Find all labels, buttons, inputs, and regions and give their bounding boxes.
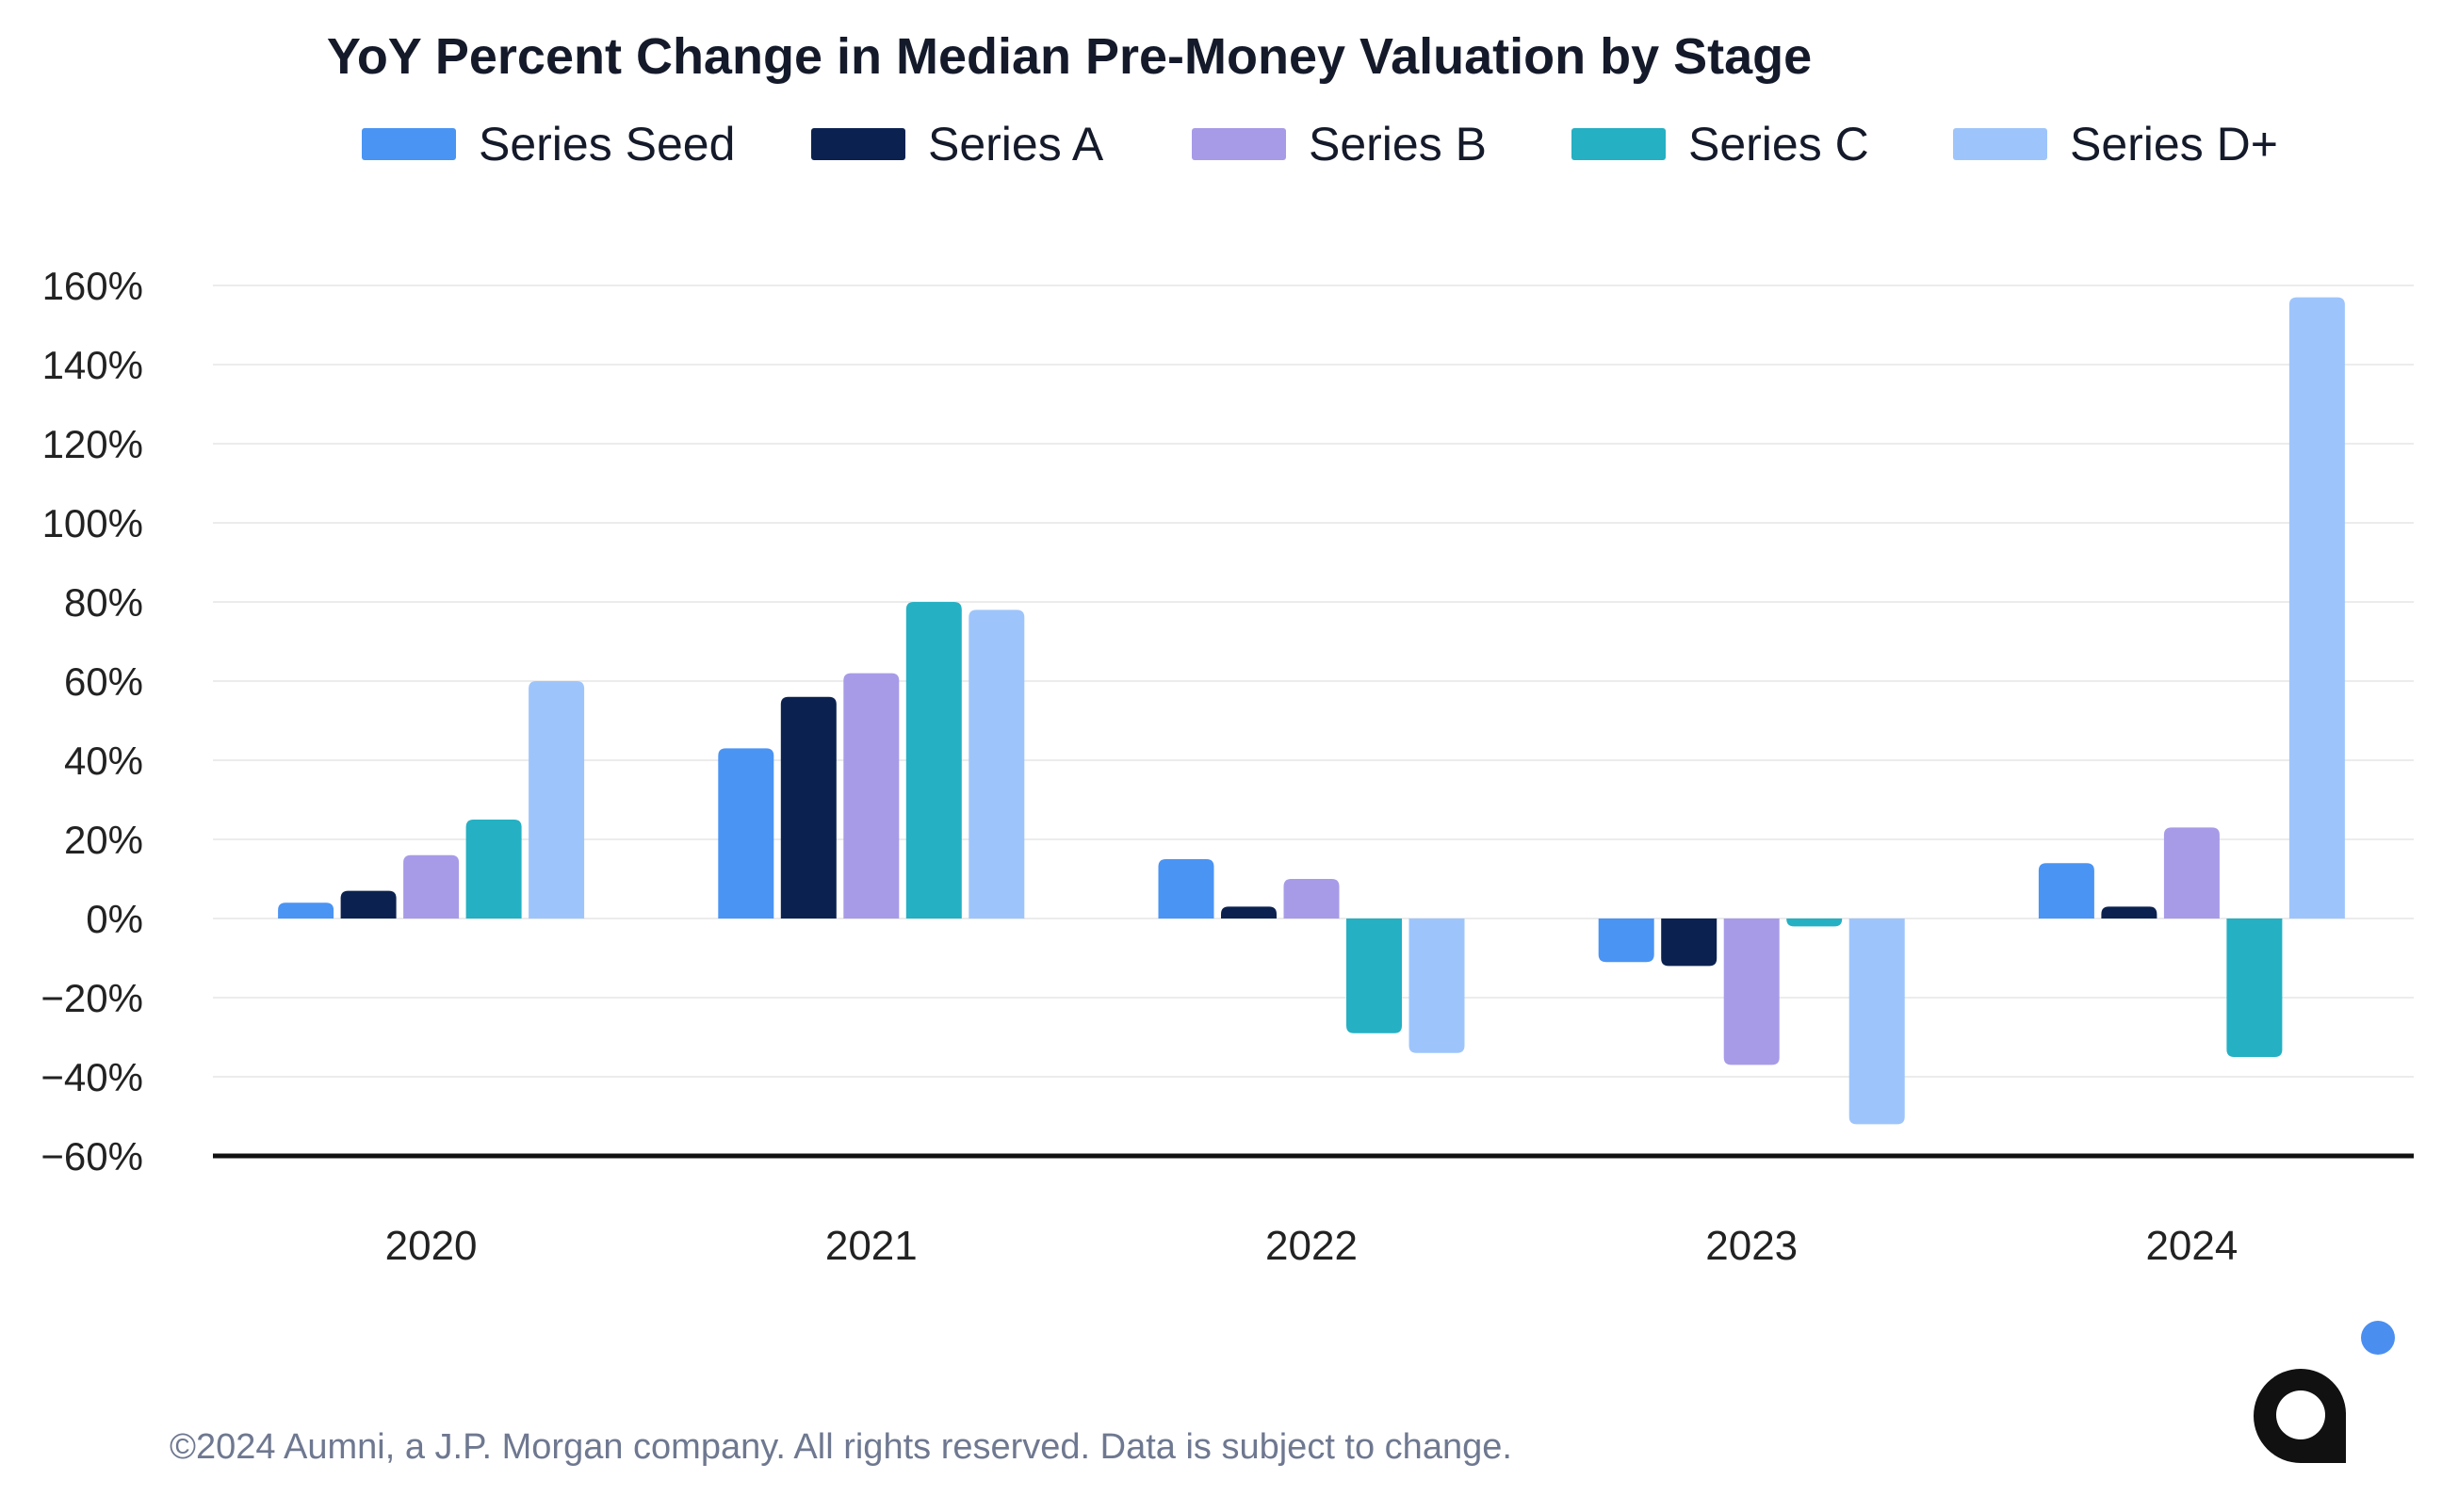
legend-swatch-series-seed (362, 128, 456, 160)
legend-item-series-a: Series A (811, 118, 1104, 171)
aumni-logo-icon (2254, 1321, 2395, 1463)
bar-series-b-2021 (843, 673, 900, 919)
legend-swatch-series-a (811, 128, 905, 160)
logo-dot (2361, 1321, 2395, 1355)
bar-series-a-2021 (780, 696, 837, 919)
y-tick-label: 40% (64, 739, 143, 783)
bar-series-seed-2023 (1598, 919, 1654, 963)
y-tick-label: 100% (42, 501, 143, 545)
legend-label-series-seed: Series Seed (479, 118, 735, 171)
bar-series-d-2020 (529, 681, 585, 919)
legend-item-series-d: Series D+ (1953, 118, 2278, 171)
y-tick-label: −20% (41, 976, 143, 1020)
legend-swatch-series-c (1571, 128, 1666, 160)
chart-title: YoY Percent Change in Median Pre-Money V… (327, 28, 1812, 85)
bar-series-a-2020 (340, 890, 397, 919)
y-tick-label: 140% (42, 343, 143, 387)
footer-copyright: ©2024 Aumni, a J.P. Morgan company. All … (170, 1427, 1512, 1467)
x-category-label: 2023 (1705, 1223, 1798, 1269)
bar-series-d-2023 (1848, 919, 1905, 1125)
logo-mark (2254, 1369, 2346, 1463)
bar-series-d-2022 (1408, 919, 1465, 1053)
legend-swatch-series-b (1192, 128, 1286, 160)
y-tick-label: 80% (64, 580, 143, 625)
x-category-label: 2020 (385, 1223, 478, 1269)
x-axis-category-labels: 2020 2021 2022 2023 2024 (385, 1223, 2238, 1269)
y-tick-label: −40% (41, 1055, 143, 1099)
legend-label-series-d: Series D+ (2070, 118, 2278, 171)
bar-series-b-2024 (2163, 827, 2220, 919)
y-tick-label: 20% (64, 818, 143, 862)
bar-series-seed-2024 (2038, 863, 2094, 919)
legend-swatch-series-d (1953, 128, 2047, 160)
bar-series-b-2023 (1723, 919, 1780, 1065)
bar-series-b-2022 (1283, 879, 1340, 919)
bar-series-d-2024 (2288, 297, 2345, 919)
y-tick-label: 120% (42, 422, 143, 466)
legend-label-series-a: Series A (928, 118, 1104, 171)
legend-label-series-c: Series C (1688, 118, 1869, 171)
bar-series-c-2024 (2226, 919, 2283, 1057)
bar-series-c-2023 (1786, 919, 1843, 927)
bar-series-a-2023 (1661, 919, 1718, 967)
y-tick-label: 60% (64, 659, 143, 704)
legend-item-series-seed: Series Seed (362, 118, 735, 171)
legend-item-series-c: Series C (1571, 118, 1869, 171)
bar-series-c-2020 (465, 820, 522, 919)
x-category-label: 2022 (1265, 1223, 1358, 1269)
bar-series-c-2021 (905, 602, 962, 919)
y-tick-label: 0% (86, 897, 143, 941)
bar-series-seed-2020 (278, 902, 334, 919)
bar-series-seed-2022 (1158, 859, 1214, 919)
x-category-label: 2024 (2145, 1223, 2238, 1269)
legend: Series Seed Series A Series B Series C S… (362, 118, 2278, 171)
bar-series-b-2020 (403, 854, 460, 919)
bar-series-seed-2021 (718, 748, 774, 919)
bars (278, 297, 2345, 1125)
legend-item-series-b: Series B (1192, 118, 1487, 171)
bar-series-a-2022 (1221, 906, 1277, 919)
y-axis-tick-labels: 160% 140% 120% 100% 80% 60% 40% 20% 0% −20% −40% −6… (41, 264, 143, 1179)
x-category-label: 2021 (825, 1223, 918, 1269)
y-tick-label: 160% (42, 264, 143, 308)
bar-series-a-2024 (2101, 906, 2157, 919)
legend-label-series-b: Series B (1309, 118, 1487, 171)
bar-series-d-2021 (969, 610, 1025, 919)
bar-series-c-2022 (1346, 919, 1402, 1033)
y-tick-label: −60% (41, 1134, 143, 1179)
